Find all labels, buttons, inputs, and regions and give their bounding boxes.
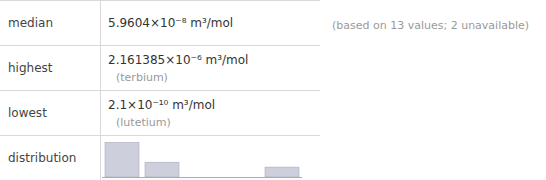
row-value: 2.161385×10⁻⁶ m³/mol — [108, 53, 248, 67]
bar — [105, 142, 139, 177]
row-note: (terbium) — [116, 71, 168, 84]
row-value: 2.1×10⁻¹⁰ m³/mol — [108, 98, 215, 112]
bar — [265, 167, 299, 177]
table-line — [0, 90, 320, 91]
table-divider — [100, 0, 101, 180]
row-note: (lutetium) — [116, 116, 171, 129]
bar — [145, 162, 179, 177]
row-label: median — [8, 16, 53, 30]
row-label: highest — [8, 61, 53, 75]
table-line — [0, 135, 320, 136]
row-label: distribution — [8, 151, 76, 165]
histogram — [105, 142, 299, 177]
row-label: lowest — [8, 106, 47, 120]
footnote: (based on 13 values; 2 unavailable) — [332, 19, 529, 32]
chart: median 5.9604×10⁻⁸ m³/mol highest 2.161385×… — [0, 0, 546, 180]
bar — [225, 177, 259, 178]
row-value: 5.9604×10⁻⁸ m³/mol — [108, 16, 233, 30]
table-line — [0, 0, 320, 1]
table-line — [0, 45, 320, 46]
axis-baseline — [102, 177, 302, 178]
bar — [185, 177, 219, 178]
